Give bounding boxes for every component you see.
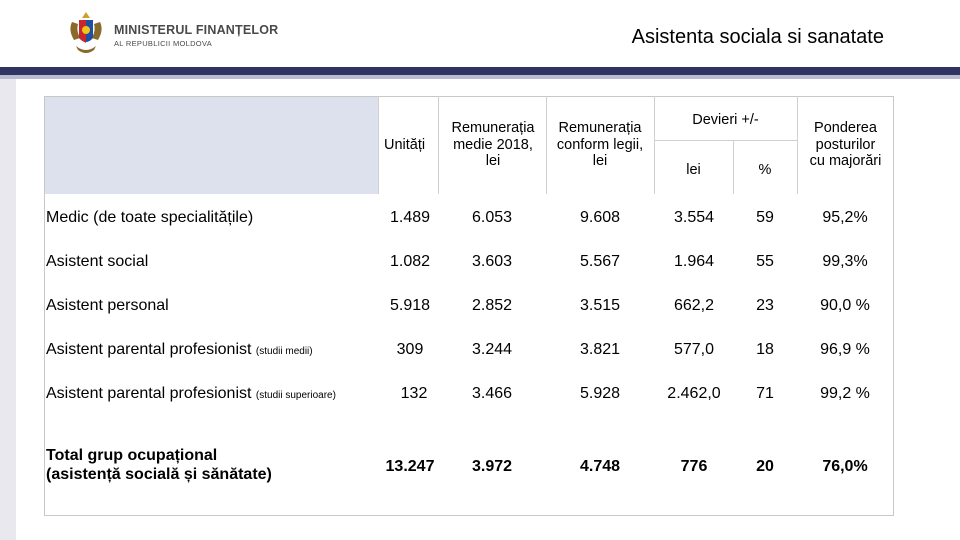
cell-units: 5.918 (389, 297, 431, 314)
header-units: Unități (384, 137, 426, 153)
col-divider (438, 96, 439, 194)
cell-units: 1.082 (389, 253, 431, 270)
header-rem-law: Remunerația conform legii, lei (556, 120, 644, 170)
cell-rem-2018: 3.244 (471, 341, 513, 358)
header-dev-lei: lei (686, 162, 701, 178)
header-dev-pct: % (758, 162, 772, 178)
col-divider (797, 96, 798, 194)
row-label: Medic (de toate specialitățile) (46, 209, 254, 226)
col-divider (546, 96, 547, 194)
row-label: Asistent social (46, 253, 149, 270)
cell-dev-lei: 662,2 (673, 297, 715, 314)
cell-units: 1.489 (389, 209, 431, 226)
total-label: Total grup ocupațional (asistență social… (46, 447, 272, 484)
cell-share: 99,3% (822, 253, 868, 270)
data-table (44, 96, 894, 516)
cell-dev-pct: 59 (756, 209, 774, 226)
header-band (0, 67, 960, 75)
total-units: 13.247 (385, 458, 435, 475)
cell-dev-lei: 2.462,0 (667, 385, 721, 402)
col-divider (733, 140, 734, 194)
cell-units: 132 (400, 385, 428, 402)
cell-dev-pct: 18 (756, 341, 774, 358)
cell-share: 99,2 % (820, 385, 870, 402)
cell-rem-2018: 2.852 (471, 297, 513, 314)
header-rem-2018: Remunerația medie 2018, lei (451, 120, 535, 170)
cell-units: 309 (396, 341, 424, 358)
cell-share: 95,2% (822, 209, 868, 226)
cell-dev-lei: 3.554 (673, 209, 715, 226)
slide-title: Asistenta sociala si sanatate (631, 26, 884, 48)
side-bar (0, 79, 16, 540)
cell-rem-2018: 3.466 (471, 385, 513, 402)
logo-line2: AL REPUBLICII MOLDOVA (114, 39, 212, 48)
cell-rem-2018: 3.603 (471, 253, 513, 270)
cell-rem-law: 9.608 (579, 209, 621, 226)
cell-dev-pct: 55 (756, 253, 774, 270)
col-divider (378, 96, 379, 194)
total-rem-law: 4.748 (579, 458, 621, 475)
cell-dev-lei: 577,0 (673, 341, 715, 358)
cell-share: 90,0 % (820, 297, 870, 314)
total-share: 76,0% (822, 458, 868, 475)
row-label: Asistent parental profesionist (studii s… (46, 385, 336, 402)
header-band-light (0, 75, 960, 79)
total-dev-lei: 776 (680, 458, 708, 475)
total-rem-2018: 3.972 (471, 458, 513, 475)
coat-of-arms-icon (70, 12, 102, 53)
table-header-corner (44, 96, 378, 194)
cell-share: 96,9 % (820, 341, 870, 358)
cell-rem-law: 5.567 (579, 253, 621, 270)
cell-rem-law: 5.928 (579, 385, 621, 402)
row-label: Asistent personal (46, 297, 169, 314)
cell-rem-law: 3.821 (579, 341, 621, 358)
row-note: (studii superioare) (255, 390, 336, 401)
header-share: Ponderea posturilor cu majorări (809, 120, 882, 170)
row-note: (studii medii) (255, 346, 313, 357)
cell-dev-lei: 1.964 (673, 253, 715, 270)
total-dev-pct: 20 (756, 458, 774, 475)
row-divider (654, 140, 797, 141)
row-label: Asistent parental profesionist (studii m… (46, 341, 313, 358)
cell-rem-law: 3.515 (579, 297, 621, 314)
col-divider (654, 96, 655, 194)
ministry-logo: MINISTERUL FINANȚELOR AL REPUBLICII MOLD… (62, 10, 278, 60)
cell-dev-pct: 71 (756, 385, 774, 402)
cell-rem-2018: 6.053 (471, 209, 513, 226)
logo-line1: MINISTERUL FINANȚELOR (114, 23, 279, 37)
cell-dev-pct: 23 (756, 297, 774, 314)
header-deviations: Devieri +/- (692, 112, 759, 128)
